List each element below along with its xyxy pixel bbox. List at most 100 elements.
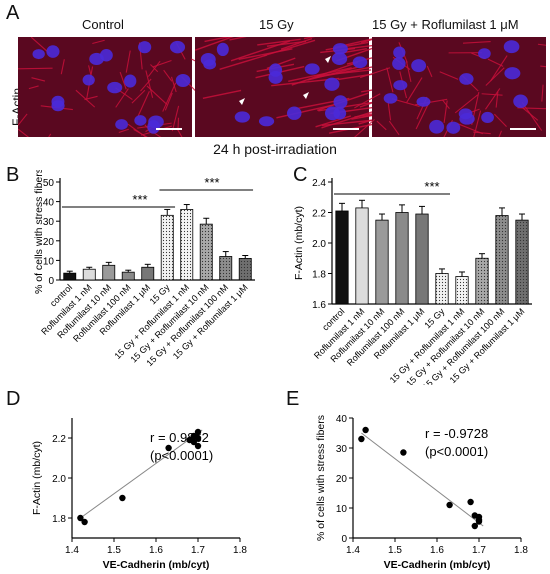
actin-fiber xyxy=(150,64,159,73)
actin-fiber xyxy=(386,67,394,93)
data-point xyxy=(471,522,478,530)
bar xyxy=(355,207,369,305)
y-tick-label: 2.2 xyxy=(312,209,326,220)
x-tick-label: 1.5 xyxy=(107,545,121,556)
arrow-marker xyxy=(303,92,309,99)
actin-fiber xyxy=(151,131,162,137)
micrograph-panel-1 xyxy=(18,37,215,137)
cell-nucleus xyxy=(446,121,461,134)
panel-letter-b: B xyxy=(6,164,20,186)
bar xyxy=(335,210,349,305)
micrograph-strip xyxy=(18,37,546,137)
actin-fiber xyxy=(307,66,358,81)
actin-fiber xyxy=(28,85,39,90)
cell-nucleus xyxy=(107,81,123,94)
actin-fiber xyxy=(238,48,293,60)
x-tick-label: 1.6 xyxy=(149,545,163,556)
actin-fiber xyxy=(473,110,482,137)
y-tick-label: 0 xyxy=(341,534,347,545)
data-point xyxy=(77,514,84,522)
cell-nucleus xyxy=(478,48,491,59)
data-point xyxy=(119,494,126,502)
actin-fiber xyxy=(140,78,152,92)
bar xyxy=(180,209,194,281)
actin-fiber xyxy=(171,105,180,132)
cell-nucleus xyxy=(416,96,431,107)
y-tick-label: 10 xyxy=(43,256,55,267)
x-axis-label: VE-Cadherin (mb/cyt) xyxy=(384,559,491,571)
y-axis-label: F-Actin (mb/cyt) xyxy=(31,441,43,515)
condition-label-15gy: 15 Gy xyxy=(259,17,294,32)
actin-fiber xyxy=(495,91,499,108)
data-point xyxy=(475,518,483,525)
data-point xyxy=(165,444,172,452)
actin-fiber xyxy=(376,120,387,131)
regression-line xyxy=(80,429,203,519)
actin-fiber xyxy=(127,123,147,137)
data-point xyxy=(362,426,369,434)
actin-fiber xyxy=(521,101,543,131)
actin-fiber xyxy=(280,37,313,50)
actin-fiber xyxy=(354,119,375,137)
cell-nucleus xyxy=(175,73,191,88)
actin-fiber xyxy=(517,107,546,110)
data-point xyxy=(194,428,202,436)
x-tick-label: 1.6 xyxy=(430,545,444,556)
cell-nucleus xyxy=(286,106,302,120)
y-tick-label: 2.0 xyxy=(312,239,326,250)
actin-fiber xyxy=(462,41,491,44)
cell-nucleus xyxy=(352,56,368,69)
panel-letter-d: D xyxy=(6,388,21,410)
bar xyxy=(160,214,174,281)
bar xyxy=(82,268,96,281)
cell-nucleus xyxy=(503,40,520,54)
actin-fiber xyxy=(75,89,96,108)
f-actin-vs-ve-cadherin-scatter: 1.4 1.5 1.6 1.7 1.8 1.8 2.0 2.2 r = 0.9862 (p<0.0… xyxy=(31,418,247,571)
correlation-coefficient: r = -0.9728 xyxy=(425,426,488,441)
cell-nucleus xyxy=(393,46,406,59)
data-point xyxy=(190,438,197,446)
condition-label-control: Control xyxy=(82,17,124,32)
actin-fiber xyxy=(131,89,146,104)
data-point xyxy=(475,513,483,521)
regression-line xyxy=(361,432,484,527)
actin-fiber xyxy=(118,128,129,133)
actin-fiber xyxy=(92,39,105,45)
cell-nucleus xyxy=(32,49,45,60)
cell-nucleus xyxy=(234,111,250,123)
actin-fiber xyxy=(137,91,150,117)
panel-letter-a: A xyxy=(6,2,20,24)
data-point xyxy=(194,442,202,450)
significance-label: *** xyxy=(424,179,439,194)
bar xyxy=(219,256,233,281)
y-tick-label: 20 xyxy=(336,474,348,485)
data-point xyxy=(358,435,365,443)
actin-fiber xyxy=(359,67,391,79)
actin-fiber xyxy=(426,65,433,78)
actin-fiber xyxy=(454,94,479,114)
y-tick-label: 1.8 xyxy=(52,514,66,525)
bar xyxy=(63,272,77,281)
actin-fiber xyxy=(18,67,53,70)
cell-nucleus xyxy=(115,119,128,130)
bar xyxy=(475,257,489,305)
condition-label-15gy-roflumilast: 15 Gy + Roflumilast 1 μM xyxy=(372,17,519,32)
cell-nucleus xyxy=(459,113,475,125)
bar xyxy=(102,264,116,281)
y-axis-label: % of cells with stress fibers xyxy=(33,170,45,294)
actin-fiber xyxy=(119,71,127,90)
y-tick-label: 2.4 xyxy=(312,178,326,189)
data-point xyxy=(446,501,453,509)
correlation-coefficient: r = 0.9862 xyxy=(150,430,209,445)
micrograph-caption: 24 h post-irradiation xyxy=(213,141,337,157)
y-tick-label: 1.8 xyxy=(312,270,326,281)
actin-fiber xyxy=(145,70,154,98)
micrograph-panel-2 xyxy=(194,37,425,137)
bar xyxy=(435,273,449,305)
actin-fiber xyxy=(230,40,290,62)
cell-nucleus xyxy=(393,80,408,91)
actin-fiber xyxy=(153,59,172,68)
y-tick-label: 1.6 xyxy=(312,300,326,311)
cell-nucleus xyxy=(134,115,147,126)
